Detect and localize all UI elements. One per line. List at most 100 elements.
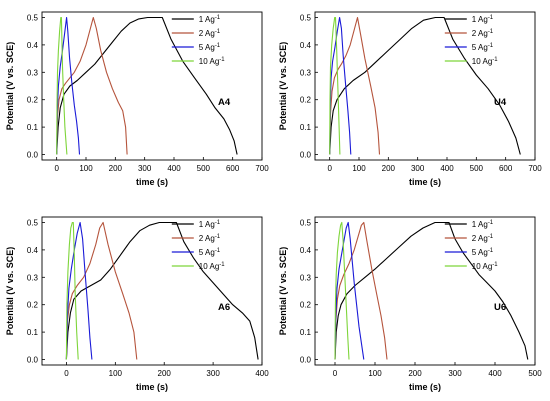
x-tick-label: 100 [79, 164, 93, 173]
x-tick-label: 100 [352, 164, 366, 173]
series-line-4 [329, 16, 341, 155]
legend-label-superscript: -1 [488, 248, 494, 254]
legend-label-text: 10 Ag [199, 57, 219, 66]
legend-label-superscript: -1 [488, 43, 494, 49]
y-tick-label: 0.0 [300, 356, 312, 365]
y-axis-title: Potential (V vs. SCE) [278, 42, 288, 131]
panel-u4: 0 100 200 300 400 500 600 700 0.0 0.1 0.2 0.3 0.4 0.5… [278, 11, 542, 187]
x-axis-title: time (s) [409, 382, 441, 392]
x-tick-label: 400 [440, 164, 454, 173]
legend-label: 2 Ag-1 [199, 234, 221, 243]
legend-label-text: 5 Ag [199, 248, 215, 257]
x-tick-label: 300 [138, 164, 152, 173]
plot-frame [41, 216, 263, 366]
y-tick-label: 0.5 [27, 13, 39, 22]
series-line-4 [65, 221, 79, 360]
x-tick-label: 200 [109, 164, 123, 173]
series-line-3 [334, 221, 365, 360]
x-tick-label: 600 [499, 164, 513, 173]
plot-frame [41, 11, 263, 161]
legend-label: 1 Ag-1 [472, 15, 494, 24]
legend-label-text: 2 Ag [199, 234, 215, 243]
x-tick-label: 700 [255, 164, 269, 173]
legend-label-superscript: -1 [488, 29, 494, 35]
y-tick-label: 0.2 [300, 96, 312, 105]
x-tick-label: 200 [382, 164, 396, 173]
y-tick-label: 0.5 [300, 13, 312, 22]
series-group [329, 16, 521, 155]
x-tick-label: 400 [488, 369, 502, 378]
legend-label-superscript: -1 [215, 234, 221, 240]
x-tick-label: 600 [226, 164, 240, 173]
legend-label-text: 5 Ag [472, 248, 488, 257]
x-tick-label: 300 [206, 369, 220, 378]
sample-label: U4 [494, 97, 507, 108]
legend-label-text: 2 Ag [472, 29, 488, 38]
y-tick-label: 0.2 [300, 301, 312, 310]
y-tick-label: 0.2 [27, 96, 39, 105]
y-tick-label: 0.3 [300, 273, 312, 282]
legend-label-text: 1 Ag [199, 220, 215, 229]
sample-label: U6 [494, 302, 506, 313]
plot-frame [314, 11, 536, 161]
y-tick-label: 0.3 [300, 68, 312, 77]
legend-label-text: 10 Ag [472, 262, 492, 271]
y-tick-label: 0.1 [300, 123, 312, 132]
series-group [334, 221, 529, 360]
y-tick-label: 0.1 [27, 123, 39, 132]
series-group [65, 221, 259, 360]
legend-label-text: 2 Ag [472, 234, 488, 243]
legend-label-text: 1 Ag [472, 220, 488, 229]
legend-label-superscript: -1 [492, 57, 498, 63]
legend-label-superscript: -1 [215, 29, 221, 35]
y-tick-label: 0.1 [27, 328, 39, 337]
x-tick-label: 700 [528, 164, 542, 173]
legend-label-superscript: -1 [488, 220, 494, 226]
y-tick-label: 0.3 [27, 273, 39, 282]
y-tick-label: 0.0 [300, 151, 312, 160]
x-tick-label: 0 [327, 164, 332, 173]
legend: 1 Ag-12 Ag-15 Ag-110 Ag-1 [171, 15, 225, 66]
y-tick-label: 0.3 [27, 68, 39, 77]
legend-label-text: 1 Ag [199, 15, 215, 24]
legend-label-text: 5 Ag [472, 43, 488, 52]
legend-label: 10 Ag-1 [472, 57, 498, 66]
legend: 1 Ag-12 Ag-15 Ag-110 Ag-1 [444, 220, 498, 271]
legend-label: 2 Ag-1 [199, 29, 221, 38]
y-tick-label: 0.1 [300, 328, 312, 337]
legend-label-superscript: -1 [492, 262, 498, 268]
legend: 1 Ag-12 Ag-15 Ag-110 Ag-1 [444, 15, 498, 66]
y-tick-label: 0.0 [27, 356, 39, 365]
legend-label: 1 Ag-1 [199, 220, 221, 229]
x-tick-label: 100 [368, 369, 382, 378]
legend-label-superscript: -1 [488, 15, 494, 21]
legend-label-superscript: -1 [488, 234, 494, 240]
series-line-3 [65, 221, 93, 360]
legend-label-superscript: -1 [215, 220, 221, 226]
x-tick-label: 0 [64, 369, 69, 378]
y-axis-title: Potential (V vs. SCE) [5, 247, 15, 336]
series-line-3 [329, 16, 352, 155]
y-axis-title: Potential (V vs. SCE) [5, 42, 15, 131]
legend-label-superscript: -1 [215, 43, 221, 49]
x-tick-label: 100 [109, 369, 123, 378]
y-axis-title: Potential (V vs. SCE) [278, 247, 288, 336]
legend-label-text: 10 Ag [472, 57, 492, 66]
x-tick-label: 500 [470, 164, 484, 173]
x-tick-label: 0 [333, 369, 338, 378]
x-axis-title: time (s) [409, 177, 441, 187]
legend-label: 5 Ag-1 [199, 43, 221, 52]
legend-label-text: 2 Ag [199, 29, 215, 38]
legend-label: 10 Ag-1 [199, 262, 225, 271]
y-tick-label: 0.4 [300, 41, 312, 50]
x-tick-label: 200 [408, 369, 422, 378]
x-tick-label: 500 [528, 369, 542, 378]
sample-label: A6 [218, 302, 230, 313]
legend-label: 5 Ag-1 [472, 248, 494, 257]
series-line-2 [329, 16, 381, 155]
x-tick-label: 300 [448, 369, 462, 378]
legend-label-superscript: -1 [215, 15, 221, 21]
x-tick-label: 200 [158, 369, 172, 378]
y-tick-label: 0.5 [300, 218, 312, 227]
panel-a4: 0 100 200 300 400 500 600 700 0.0 0.1 0.2 0.3 0.4 0.5… [5, 11, 269, 187]
